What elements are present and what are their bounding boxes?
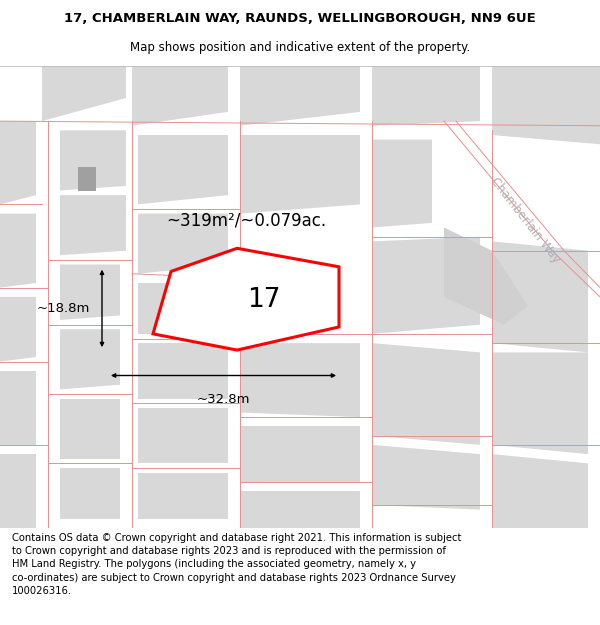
Polygon shape — [60, 399, 120, 459]
Polygon shape — [42, 66, 126, 121]
Polygon shape — [0, 371, 36, 445]
Polygon shape — [372, 237, 480, 334]
Polygon shape — [138, 472, 228, 519]
Text: 17, CHAMBERLAIN WAY, RAUNDS, WELLINGBOROUGH, NN9 6UE: 17, CHAMBERLAIN WAY, RAUNDS, WELLINGBORO… — [64, 12, 536, 26]
Polygon shape — [372, 66, 480, 126]
Polygon shape — [240, 66, 360, 126]
Text: ~32.8m: ~32.8m — [197, 393, 250, 406]
Text: Contains OS data © Crown copyright and database right 2021. This information is : Contains OS data © Crown copyright and d… — [12, 533, 461, 596]
Polygon shape — [492, 454, 588, 528]
Polygon shape — [138, 283, 228, 334]
Polygon shape — [240, 426, 360, 482]
Polygon shape — [240, 491, 360, 528]
Polygon shape — [240, 343, 360, 417]
Polygon shape — [138, 135, 228, 204]
Text: ~319m²/~0.079ac.: ~319m²/~0.079ac. — [166, 211, 326, 229]
Polygon shape — [78, 168, 96, 191]
Polygon shape — [492, 66, 600, 144]
Text: Chamberlain Way: Chamberlain Way — [488, 176, 562, 266]
Polygon shape — [372, 343, 480, 445]
Polygon shape — [0, 214, 36, 288]
Polygon shape — [60, 468, 120, 519]
Polygon shape — [240, 135, 360, 214]
Polygon shape — [492, 241, 588, 352]
Polygon shape — [138, 408, 228, 463]
Polygon shape — [60, 195, 126, 255]
Polygon shape — [492, 352, 588, 454]
Polygon shape — [60, 131, 126, 191]
Text: Map shows position and indicative extent of the property.: Map shows position and indicative extent… — [130, 41, 470, 54]
Polygon shape — [0, 454, 36, 528]
Polygon shape — [60, 329, 120, 389]
Polygon shape — [444, 228, 528, 324]
Polygon shape — [138, 343, 228, 399]
Polygon shape — [153, 248, 339, 350]
Polygon shape — [138, 214, 228, 274]
Polygon shape — [132, 66, 228, 126]
Text: 17: 17 — [247, 287, 281, 312]
Polygon shape — [0, 297, 36, 362]
Polygon shape — [60, 264, 120, 320]
Polygon shape — [372, 445, 480, 509]
Text: ~18.8m: ~18.8m — [37, 302, 90, 315]
Polygon shape — [0, 121, 36, 204]
Polygon shape — [372, 139, 432, 228]
